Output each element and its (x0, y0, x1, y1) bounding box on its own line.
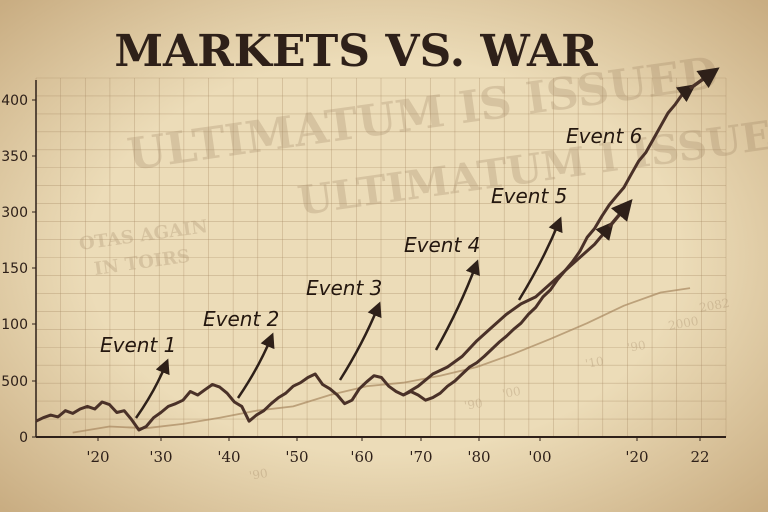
y-tick-label: 400 (1, 93, 28, 109)
chart-title: MARKETS VS. WAR (114, 26, 598, 77)
x-tick-label: '50 (285, 448, 308, 466)
y-tick-label: 300 (1, 205, 28, 221)
y-tick-label: 150 (1, 261, 28, 277)
annotation-arrow (134, 358, 170, 419)
annotation-label: Event 5 (491, 184, 567, 208)
y-tick-label: 0 (19, 430, 28, 446)
background-small-label: '90 (463, 396, 484, 413)
axes: 0 500 100 150 300 350 400 '20 '30 '40 '50 '60 '70 '80… (1, 80, 726, 466)
annotation-arrow (236, 332, 275, 399)
series-line-1 (35, 84, 696, 432)
annotations-group: Event 1 Event 2 Event 3 Event 4 Event 5 Event… (100, 124, 642, 419)
x-tick-label: '20 (86, 448, 109, 466)
x-tick-label: '80 (467, 448, 490, 466)
annotation-label: Event 3 (306, 276, 382, 300)
x-tick-label: '30 (149, 448, 172, 466)
y-tick-label: 350 (1, 149, 28, 165)
background-small-label: '90 (626, 338, 647, 355)
annotation-arrow (517, 216, 563, 301)
background-small-label: '00 (501, 384, 522, 401)
annotation-label: Event 2 (203, 307, 279, 331)
series-end-arrow (607, 198, 633, 228)
x-tick-label: '00 (528, 448, 551, 466)
grid (35, 77, 727, 438)
x-tick-label: '40 (217, 448, 240, 466)
x-tick-label: 22 (690, 448, 709, 466)
y-tick-label: 500 (1, 374, 28, 390)
annotation-label: Event 1 (100, 333, 176, 357)
series-line-3 (72, 287, 691, 434)
y-tick-label: 100 (1, 317, 28, 333)
background-small-label: '10 (584, 354, 605, 371)
series-end-arrow (688, 67, 720, 90)
background-small-label: '90 (248, 466, 269, 483)
series-group (35, 67, 720, 434)
background-small-label: 2082 (698, 296, 731, 315)
annotation-label: Event 6 (566, 124, 642, 148)
annotation-arrow (338, 301, 382, 381)
background-small-label: 2000 (667, 314, 700, 333)
x-tick-label: '20 (625, 448, 648, 466)
x-tick-label: '70 (409, 448, 432, 466)
x-tick-label: '60 (350, 448, 373, 466)
annotation-label: Event 4 (404, 233, 480, 257)
annotation-arrow (434, 259, 480, 351)
